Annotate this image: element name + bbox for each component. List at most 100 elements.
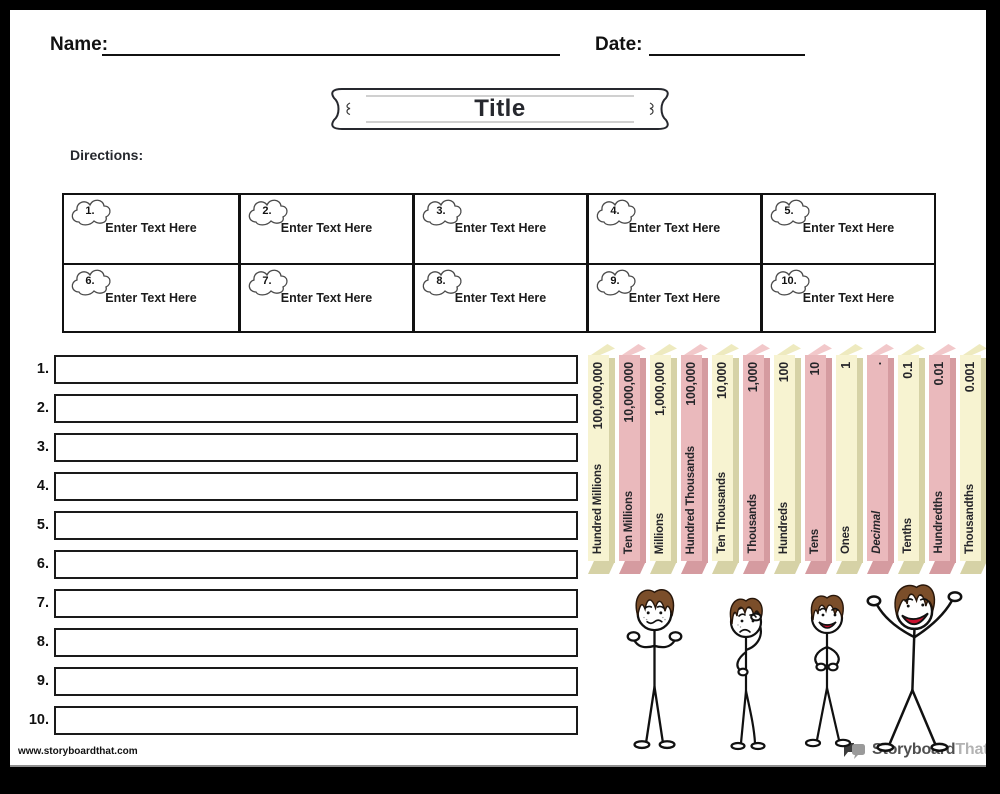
- thought-cloud-icon: 9.: [593, 267, 637, 298]
- answer-row-2: 2.: [28, 394, 578, 423]
- answer-box[interactable]: [54, 628, 578, 657]
- bar-value: 1,000: [746, 362, 761, 393]
- bar-side-face: [640, 358, 646, 563]
- bar-front-face: . Decimal: [867, 355, 888, 561]
- answer-number: 3.: [36, 439, 49, 455]
- bar-side-face: [671, 358, 677, 563]
- answer-number: 1.: [36, 361, 49, 377]
- answer-box[interactable]: [54, 667, 578, 696]
- cell-placeholder-text[interactable]: Enter Text Here: [454, 291, 547, 305]
- bar-bottom-bevel: [588, 561, 615, 574]
- place-value-bar-ten-millions: 10,000,000 Ten Millions: [619, 344, 646, 574]
- bar-bottom-bevel: [619, 561, 646, 574]
- name-label: Name:: [50, 34, 109, 55]
- cell-placeholder-text[interactable]: Enter Text Here: [628, 221, 721, 235]
- answer-row-8: 8.: [28, 628, 578, 657]
- grid-cell-6[interactable]: 6. Enter Text Here: [64, 263, 238, 331]
- answer-box[interactable]: [54, 511, 578, 540]
- bar-bottom-bevel: [898, 561, 925, 574]
- cell-number: 8.: [436, 275, 446, 287]
- thought-cloud-icon: 1.: [68, 197, 112, 228]
- grid-cell-5[interactable]: 5. Enter Text Here: [760, 195, 934, 263]
- bar-value: 10,000: [715, 362, 730, 400]
- cell-number: 2.: [262, 205, 272, 217]
- place-value-bar-millions: 1,000,000 Millions: [650, 344, 677, 574]
- answer-row-7: 7.: [28, 589, 578, 618]
- bar-label: Ten Millions: [622, 490, 635, 554]
- bar-label: Millions: [653, 512, 666, 554]
- bar-value: .: [870, 362, 885, 366]
- bar-label: Hundred Thousands: [684, 445, 697, 554]
- cell-number: 1.: [85, 205, 95, 217]
- cell-placeholder-text[interactable]: Enter Text Here: [628, 291, 721, 305]
- grid-cell-8[interactable]: 8. Enter Text Here: [412, 263, 586, 331]
- answer-row-4: 4.: [28, 472, 578, 501]
- answer-box[interactable]: [54, 550, 578, 579]
- page-title[interactable]: Title: [474, 95, 526, 122]
- date-write-line[interactable]: [649, 54, 805, 56]
- answer-box[interactable]: [54, 355, 578, 384]
- place-value-bar-thousands: 1,000 Thousands: [743, 344, 770, 574]
- stick-figure-head-scratch-icon: [729, 597, 766, 751]
- answer-box[interactable]: [54, 706, 578, 735]
- place-value-bar-tens: 10 Tens: [805, 344, 832, 574]
- place-value-bar-hundred-millions: 100,000,000 Hundred Millions: [588, 344, 615, 574]
- grid-cell-1[interactable]: 1. Enter Text Here: [64, 195, 238, 263]
- place-value-bar-ones: 1 Ones: [836, 344, 863, 574]
- bar-side-face: [857, 358, 863, 563]
- answer-row-9: 9.: [28, 667, 578, 696]
- bar-side-face: [888, 358, 894, 563]
- thought-cloud-icon: 6.: [68, 267, 112, 298]
- bar-label: Tenths: [901, 518, 914, 554]
- grid-cell-4[interactable]: 4. Enter Text Here: [586, 195, 760, 263]
- bar-label: Decimal: [870, 511, 883, 554]
- bar-value: 100,000,000: [591, 362, 606, 430]
- answer-box[interactable]: [54, 472, 578, 501]
- bar-front-face: 100,000,000 Hundred Millions: [588, 355, 609, 561]
- grid-cell-10[interactable]: 10. Enter Text Here: [760, 263, 934, 331]
- bar-front-face: 0.001 Thousandths: [960, 355, 981, 561]
- place-value-bar-tenths: 0.1 Tenths: [898, 344, 925, 574]
- cell-placeholder-text[interactable]: Enter Text Here: [280, 221, 373, 235]
- place-value-bar-hundred-thousands: 100,000 Hundred Thousands: [681, 344, 708, 574]
- answer-number: 8.: [36, 634, 49, 650]
- answer-box[interactable]: [54, 589, 578, 618]
- bar-value: 0.01: [932, 362, 947, 386]
- bar-value: 0.1: [901, 362, 916, 379]
- bar-side-face: [919, 358, 925, 563]
- bar-bottom-bevel: [650, 561, 677, 574]
- cell-placeholder-text[interactable]: Enter Text Here: [454, 221, 547, 235]
- grid-cell-7[interactable]: 7. Enter Text Here: [238, 263, 412, 331]
- answer-box[interactable]: [54, 394, 578, 423]
- answer-row-1: 1.: [28, 355, 578, 384]
- cell-placeholder-text[interactable]: Enter Text Here: [802, 221, 895, 235]
- grid-cell-2[interactable]: 2. Enter Text Here: [238, 195, 412, 263]
- bar-bottom-bevel: [836, 561, 863, 574]
- bar-bottom-bevel: [774, 561, 801, 574]
- stick-figure-hands-on-hips-icon: [804, 594, 852, 748]
- cell-placeholder-text[interactable]: Enter Text Here: [802, 291, 895, 305]
- bar-front-face: 100,000 Hundred Thousands: [681, 355, 702, 561]
- grid-cell-9[interactable]: 9. Enter Text Here: [586, 263, 760, 331]
- answer-number: 9.: [36, 673, 49, 689]
- footer-divider: [0, 765, 1000, 767]
- title-banner[interactable]: Title: [330, 86, 670, 132]
- directions-label: Directions:: [70, 147, 144, 163]
- cell-number: 5.: [784, 205, 794, 217]
- place-value-chart: 100,000,000 Hundred Millions 10,000,000 …: [588, 344, 987, 574]
- bar-value: 10,000,000: [622, 362, 637, 423]
- bar-side-face: [795, 358, 801, 563]
- cell-placeholder-text[interactable]: Enter Text Here: [105, 291, 197, 305]
- name-write-line[interactable]: [102, 54, 560, 56]
- cell-placeholder-text[interactable]: Enter Text Here: [105, 221, 197, 235]
- bar-front-face: 1,000 Thousands: [743, 355, 764, 561]
- answer-row-10: 10.: [28, 706, 578, 735]
- thought-cloud-icon: 4.: [593, 197, 637, 228]
- cell-placeholder-text[interactable]: Enter Text Here: [280, 291, 373, 305]
- thought-cloud-icon: 3.: [419, 197, 463, 228]
- answer-box[interactable]: [54, 433, 578, 462]
- bar-value: 0.001: [963, 362, 978, 393]
- grid-cell-3[interactable]: 3. Enter Text Here: [412, 195, 586, 263]
- cell-number: 7.: [262, 275, 272, 287]
